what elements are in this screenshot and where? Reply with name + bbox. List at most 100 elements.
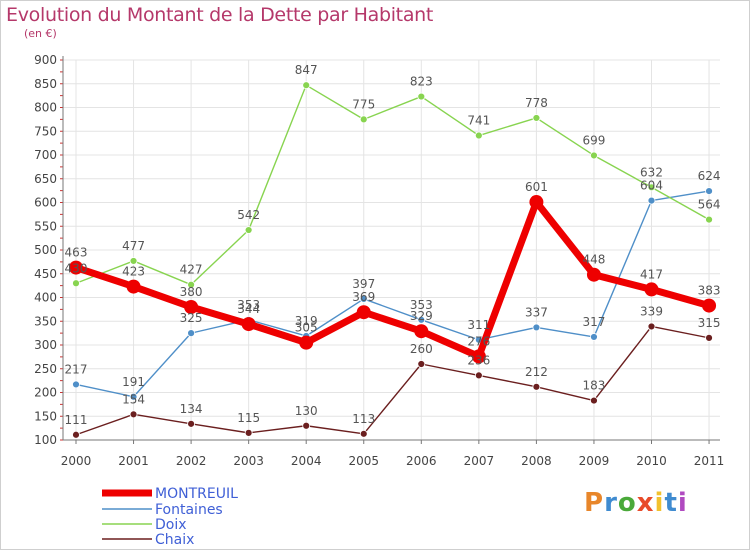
data-label-fontaines: 217 bbox=[65, 362, 88, 376]
data-label-montreuil: 305 bbox=[295, 321, 318, 335]
data-label-montreuil: 423 bbox=[122, 265, 145, 279]
y-tick-label: 700 bbox=[34, 148, 57, 162]
data-point-montreuil bbox=[126, 279, 141, 294]
y-tick-label: 250 bbox=[34, 362, 57, 376]
legend-label-montreuil: MONTREUIL bbox=[155, 486, 238, 502]
data-label-fontaines: 624 bbox=[698, 169, 721, 183]
data-point-chaix bbox=[72, 430, 80, 439]
logo-letter: i bbox=[654, 488, 665, 518]
data-point-chaix bbox=[590, 396, 598, 405]
data-label-fontaines: 353 bbox=[410, 298, 433, 312]
y-tick-label: 650 bbox=[34, 172, 57, 186]
y-tick-label: 400 bbox=[34, 291, 57, 305]
data-point-fontaines bbox=[647, 196, 656, 205]
y-tick-label: 450 bbox=[34, 267, 57, 281]
data-point-fontaines bbox=[129, 392, 138, 401]
data-label-chaix: 113 bbox=[352, 412, 375, 426]
data-point-montreuil bbox=[241, 317, 256, 332]
proxiti-logo: Proxiti bbox=[584, 488, 688, 518]
x-tick-label: 2007 bbox=[464, 454, 495, 468]
y-tick-label: 750 bbox=[34, 124, 57, 138]
data-point-fontaines bbox=[532, 323, 541, 332]
data-label-montreuil: 417 bbox=[640, 267, 663, 281]
data-point-montreuil bbox=[644, 282, 659, 297]
logo-letter: t bbox=[664, 488, 678, 518]
x-tick-label: 2003 bbox=[233, 454, 264, 468]
logo-letter: x bbox=[636, 488, 655, 518]
data-label-chaix: 183 bbox=[582, 379, 605, 393]
series-line-doix bbox=[75, 84, 710, 286]
y-tick-label: 550 bbox=[34, 219, 57, 233]
data-label-fontaines: 353 bbox=[237, 298, 260, 312]
data-point-doix bbox=[417, 92, 426, 101]
data-point-doix bbox=[244, 226, 253, 234]
data-point-montreuil bbox=[414, 324, 429, 339]
data-point-fontaines bbox=[359, 295, 368, 303]
logo-letter: P bbox=[584, 488, 605, 518]
y-tick-label: 350 bbox=[34, 314, 57, 328]
data-label-chaix: 154 bbox=[122, 392, 145, 406]
y-tick-label: 150 bbox=[34, 409, 57, 423]
data-point-montreuil bbox=[69, 260, 83, 275]
data-point-doix bbox=[590, 151, 598, 160]
data-label-montreuil: 448 bbox=[582, 253, 605, 267]
data-point-montreuil bbox=[184, 300, 199, 314]
data-point-fontaines bbox=[590, 333, 598, 341]
logo-letter: o bbox=[617, 488, 637, 518]
data-label-montreuil: 276 bbox=[467, 334, 490, 348]
x-tick-label: 2006 bbox=[406, 454, 437, 468]
data-label-montreuil: 383 bbox=[698, 284, 721, 298]
data-point-montreuil bbox=[356, 305, 371, 320]
data-point-fontaines bbox=[72, 380, 80, 389]
data-label-fontaines: 191 bbox=[122, 375, 145, 389]
data-point-montreuil bbox=[586, 267, 601, 282]
data-label-chaix: 212 bbox=[525, 365, 548, 379]
data-label-fontaines: 319 bbox=[295, 314, 318, 328]
x-tick-label: 2005 bbox=[348, 454, 379, 468]
data-label-chaix: 111 bbox=[65, 413, 88, 427]
data-point-montreuil bbox=[299, 335, 314, 350]
data-point-fontaines bbox=[187, 329, 196, 338]
chart-unit-label: (en €) bbox=[24, 27, 57, 40]
x-tick-label: 2011 bbox=[694, 454, 725, 468]
data-label-fontaines: 325 bbox=[180, 311, 203, 325]
data-label-fontaines: 311 bbox=[467, 318, 490, 332]
data-label-doix: 427 bbox=[180, 263, 203, 277]
data-point-fontaines bbox=[417, 315, 426, 324]
logo-letter: r bbox=[604, 488, 618, 518]
legend-label-fontaines: Fontaines bbox=[155, 502, 223, 518]
data-point-doix bbox=[705, 215, 713, 224]
legend-label-doix: Doix bbox=[155, 517, 187, 533]
data-label-chaix: 260 bbox=[410, 342, 433, 356]
x-tick-label: 2008 bbox=[521, 454, 552, 468]
data-label-doix: 699 bbox=[582, 133, 605, 147]
data-label-chaix: 236 bbox=[467, 353, 490, 367]
data-point-doix bbox=[532, 114, 541, 122]
logo-letter: i bbox=[677, 488, 688, 518]
data-label-fontaines: 317 bbox=[582, 315, 605, 329]
data-point-doix bbox=[474, 131, 483, 140]
data-point-chaix bbox=[302, 421, 311, 430]
data-point-chaix bbox=[705, 333, 713, 342]
data-point-chaix bbox=[129, 410, 138, 419]
y-tick-label: 900 bbox=[34, 53, 57, 67]
y-tick-label: 300 bbox=[34, 338, 57, 352]
data-label-doix: 778 bbox=[525, 96, 548, 110]
data-label-montreuil: 463 bbox=[65, 246, 88, 260]
data-label-doix: 847 bbox=[295, 63, 318, 77]
data-point-chaix bbox=[244, 428, 253, 437]
chart-title: Evolution du Montant de la Dette par Hab… bbox=[6, 4, 434, 26]
data-point-chaix bbox=[647, 322, 656, 331]
data-label-doix: 564 bbox=[698, 198, 721, 212]
data-point-chaix bbox=[359, 429, 368, 438]
data-label-chaix: 115 bbox=[237, 411, 260, 425]
data-label-montreuil: 329 bbox=[410, 309, 433, 323]
x-tick-label: 2001 bbox=[118, 454, 149, 468]
data-point-fontaines bbox=[705, 187, 713, 196]
x-tick-label: 2004 bbox=[291, 454, 322, 468]
data-label-chaix: 315 bbox=[698, 316, 721, 330]
legend-label-chaix: Chaix bbox=[155, 532, 194, 548]
y-tick-label: 100 bbox=[34, 433, 57, 447]
data-label-fontaines: 337 bbox=[525, 305, 548, 319]
